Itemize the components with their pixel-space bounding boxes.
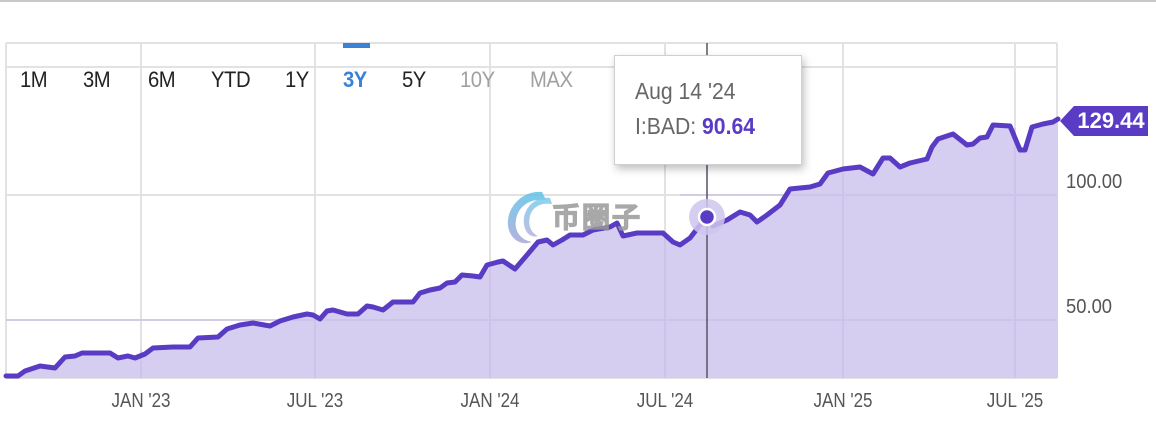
active-range-indicator [343,43,370,48]
tooltip-date: Aug 14 '24 [635,78,736,104]
range-button-3y[interactable]: 3Y [343,62,367,98]
watermark: 币圈子 [502,188,662,248]
badge-pointer-icon [1060,106,1074,136]
y-axis-label-50: 50.00 [1066,296,1113,318]
area-fill [6,119,1058,378]
x-axis-label-jan25: JAN '25 [813,390,873,412]
range-button-max[interactable]: MAX [530,62,573,98]
range-button-1y[interactable]: 1Y [285,62,309,98]
tooltip-value: 90.64 [702,113,755,139]
range-button-ytd[interactable]: YTD [211,62,251,98]
x-axis-label-jan23: JAN '23 [111,390,171,412]
range-button-5y[interactable]: 5Y [402,62,426,98]
tooltip-series-label: I:BAD: [635,113,703,139]
last-value: 129.44 [1074,106,1148,136]
hover-point [697,207,717,227]
top-border [0,0,1156,2]
y-axis-label-100: 100.00 [1066,171,1123,193]
x-axis-label-jan24: JAN '24 [460,390,520,412]
range-button-1m[interactable]: 1M [20,62,48,98]
range-button-6m[interactable]: 6M [148,62,176,98]
x-axis-label-jul24: JUL '24 [636,390,694,412]
range-button-3m[interactable]: 3M [83,62,111,98]
x-axis-label-jul23: JUL '23 [286,390,344,412]
tooltip-series: I:BAD: 90.64 [635,113,755,140]
x-axis-label-jul25: JUL '25 [986,390,1044,412]
watermark-logo-icon [507,191,552,244]
watermark-text: 币圈子 [551,201,643,233]
hover-tooltip: Aug 14 '24 I:BAD: 90.64 [614,55,802,165]
range-button-10y[interactable]: 10Y [460,62,495,98]
price-line [3,116,1061,379]
